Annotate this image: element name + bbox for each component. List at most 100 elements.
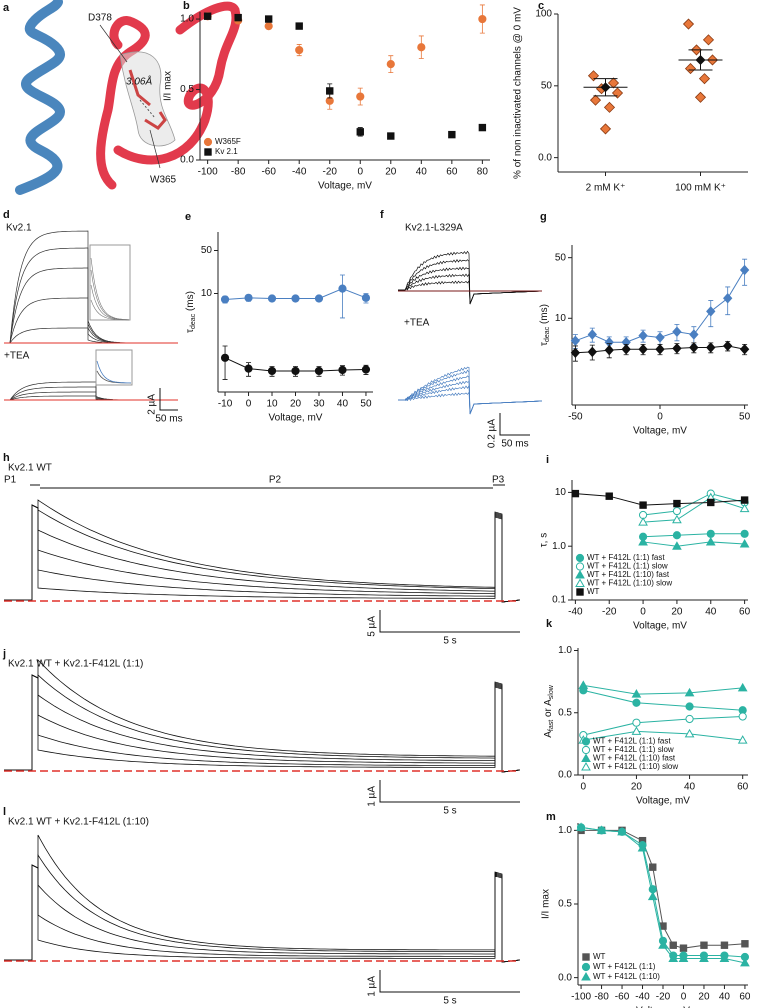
marker: [723, 293, 733, 304]
data-point: [589, 94, 602, 106]
scale-label: 50 ms: [501, 439, 528, 450]
legend-entry: WT: [576, 587, 600, 596]
scale-bar: [379, 780, 520, 803]
trace: [9, 267, 129, 344]
legend-swatch: [581, 971, 591, 981]
error-bar: [339, 274, 345, 319]
trace: [4, 659, 521, 773]
y-tick-label: 0.1: [552, 595, 566, 606]
marker: [587, 346, 597, 358]
trace: [90, 269, 130, 321]
y-tick-label: 0.5: [558, 707, 572, 718]
scale-label: 50 ms: [155, 414, 182, 425]
trace: [9, 297, 129, 344]
marker: [338, 284, 347, 293]
marker: [356, 128, 364, 136]
marker: [295, 45, 304, 55]
trace: [4, 864, 521, 963]
marker: [417, 43, 426, 52]
legend-entry: WT + F412L (1:1) fast: [581, 737, 671, 746]
trace: [4, 674, 521, 773]
legend-entry: WT + F412L (1:10): [581, 971, 660, 981]
marker: [587, 329, 597, 340]
distance-label: 3.06Å: [126, 75, 152, 88]
scale-label: 1 µA: [367, 976, 378, 997]
marker: [295, 22, 303, 30]
marker: [617, 826, 627, 836]
y-tick-label: 0.0: [180, 155, 194, 166]
x-tick-label: -60: [261, 167, 276, 178]
panel-label: d: [3, 209, 10, 221]
trace: [4, 834, 521, 963]
marker: [570, 335, 581, 347]
trace: [90, 257, 130, 320]
x-tick-label: -10: [218, 399, 233, 410]
trace: [9, 381, 128, 401]
y-axis-label-part: τ: [539, 342, 550, 346]
legend-swatch: [582, 953, 590, 961]
marker: [386, 60, 395, 69]
panel-label: g: [540, 211, 547, 223]
marker: [655, 343, 665, 355]
pulse-label: P1: [4, 475, 17, 486]
x-tick-label: -20: [323, 167, 338, 178]
trace: [398, 366, 543, 415]
trace: [398, 259, 543, 305]
series-line: [575, 493, 745, 506]
trace: [4, 864, 521, 963]
x-tick-label: -20: [656, 992, 671, 1003]
marker: [478, 123, 487, 132]
legend-swatch: [575, 569, 585, 579]
marker: [740, 496, 749, 504]
marker: [685, 714, 694, 724]
pointer: [149, 129, 161, 169]
y-tick-label: 0.5: [558, 899, 572, 910]
y-tick-label: 0.0: [558, 770, 572, 781]
marker: [684, 728, 695, 738]
scale-label: 2 µA: [147, 394, 158, 415]
marker: [673, 499, 681, 508]
trace-title: Kv2.1-L329A: [405, 223, 463, 234]
y-tick-label: 1.0: [552, 541, 566, 552]
x-tick-label: 50: [739, 412, 751, 423]
x-tick-label: 20: [698, 992, 710, 1003]
x-tick-label: -80: [231, 167, 246, 178]
legend-label: WT + F412L (1:10) fast: [593, 754, 676, 763]
x-tick-label: 60: [739, 607, 751, 618]
data-point: [702, 34, 715, 46]
trace: [4, 504, 521, 603]
scale-bar: [499, 413, 530, 436]
y-tick-label: 50: [541, 80, 553, 91]
marker: [719, 953, 730, 962]
marker: [478, 14, 487, 24]
pulse-label: P2: [269, 475, 282, 486]
trace-title: Kv2.1: [6, 223, 32, 234]
marker: [576, 822, 586, 831]
pointer: [99, 24, 128, 63]
marker: [244, 293, 253, 302]
marker: [267, 366, 277, 376]
legend-swatch: [575, 562, 585, 571]
y-axis-label-part: (ms): [185, 291, 196, 314]
legend-label: WT + F412L (1:10) slow: [587, 579, 672, 588]
x-tick-label: 0: [640, 607, 646, 618]
marker: [356, 92, 365, 101]
marker: [638, 517, 648, 526]
legend-entry: WT + F412L (1:1) fast: [575, 553, 665, 562]
marker: [638, 536, 648, 546]
treatment-label: +TEA: [4, 351, 30, 362]
panel-label: i: [546, 454, 549, 466]
trace: [398, 375, 543, 415]
marker: [649, 863, 657, 871]
marker: [604, 344, 614, 356]
y-tick-label: 1.0: [558, 645, 572, 656]
trace: [4, 674, 521, 773]
marker: [605, 492, 613, 500]
marker: [672, 343, 682, 354]
x-tick-label: 20: [385, 167, 397, 178]
marker: [678, 953, 689, 962]
trace-title: Kv2.1 WT + Kv2.1-F412L (1:1): [8, 659, 143, 670]
marker: [699, 953, 709, 962]
scale-bar: [159, 388, 178, 411]
